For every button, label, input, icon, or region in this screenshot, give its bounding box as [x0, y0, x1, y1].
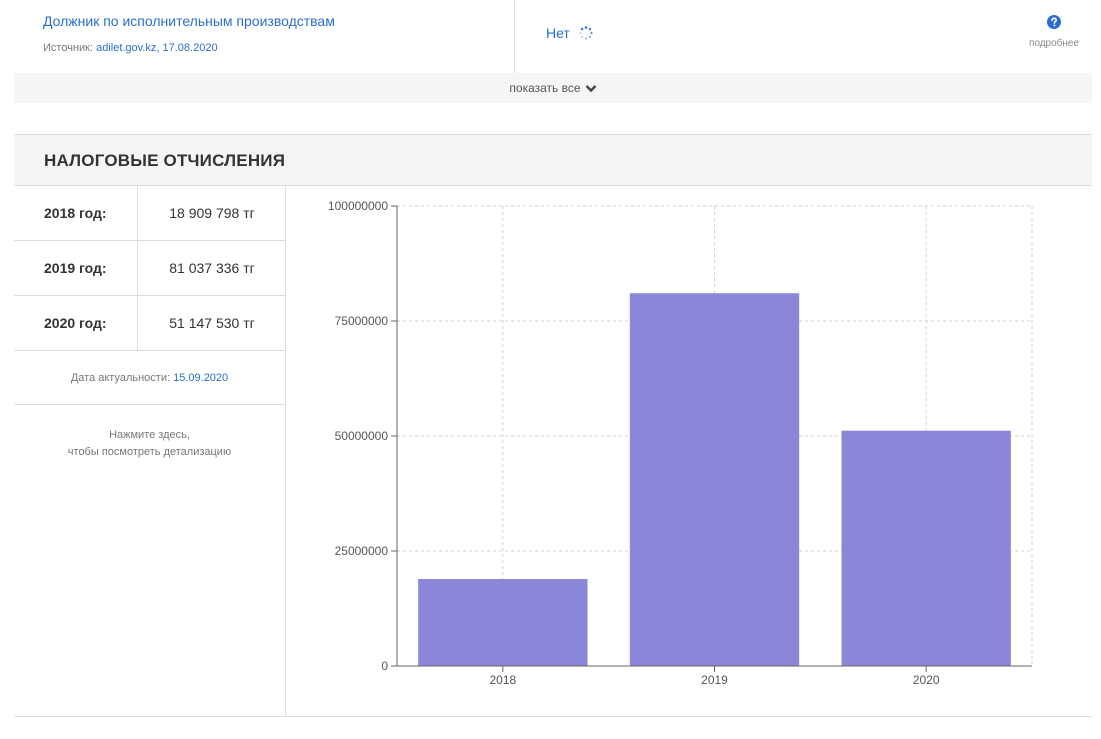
detail-link[interactable]: Нажмите здесь, чтобы посмотреть детализа… [14, 405, 285, 461]
more-button[interactable]: подробнее [1026, 15, 1082, 49]
tax-amount: 51 147 530 тг [169, 315, 255, 331]
bar-2019 [629, 293, 800, 666]
tax-year: 2020 год: [14, 296, 138, 350]
y-tick-label: 0 [381, 659, 388, 673]
tax-year: 2018 год: [14, 186, 138, 240]
tax-amount: 18 909 798 тг [169, 205, 255, 221]
tax-row: 2018 год: 18 909 798 тг [14, 186, 285, 241]
bar-2018 [418, 579, 588, 666]
source-link[interactable]: adilet.gov.kz, 17.08.2020 [96, 42, 218, 54]
detail-line-2: чтобы посмотреть детализацию [67, 446, 232, 458]
actuality-date: Дата актуальности: 15.09.2020 [14, 351, 285, 405]
tax-year: 2019 год: [14, 241, 138, 295]
x-tick-label: 2018 [489, 673, 516, 687]
detail-line-1: Нажмите здесь, [109, 429, 190, 441]
tax-section-body: 2018 год: 18 909 798 тг 2019 год: 81 037… [14, 186, 1092, 717]
chevron-down-icon [585, 85, 596, 93]
bar-2020 [841, 430, 1011, 666]
question-circle-icon [1047, 15, 1061, 29]
y-tick-label: 25000000 [335, 544, 389, 558]
debtor-status: Нет [546, 25, 593, 41]
tax-bar-chart: 0 25000000 50000000 75000000 100000000 2018 20… [328, 199, 1033, 687]
actuality-label: Дата актуальности: [70, 372, 171, 384]
show-all-button[interactable]: показать все [14, 73, 1092, 103]
tax-row: 2020 год: 51 147 530 тг [14, 296, 285, 351]
more-label: подробнее [1028, 38, 1080, 49]
tax-section-title: НАЛОГОВЫЕ ОТЧИСЛЕНИЯ [44, 151, 286, 170]
x-tick-label: 2020 [913, 673, 940, 687]
tax-amount: 81 037 336 тг [169, 260, 255, 276]
debtor-row: Должник по исполнительным производствам … [14, 0, 1092, 73]
debtor-info: Должник по исполнительным производствам … [14, 0, 515, 73]
tax-table: 2018 год: 18 909 798 тг 2019 год: 81 037… [14, 186, 286, 716]
y-tick-label: 50000000 [335, 429, 389, 443]
actuality-date-value: 15.09.2020 [173, 372, 229, 384]
loading-spinner-icon [579, 26, 593, 40]
source-line: Источник: adilet.gov.kz, 17.08.2020 [43, 42, 218, 54]
y-tick-label: 100000000 [328, 199, 388, 213]
status-value: Нет [546, 25, 570, 41]
y-tick-label: 75000000 [335, 314, 389, 328]
show-all-label: показать все [509, 81, 581, 95]
debtor-title-link[interactable]: Должник по исполнительным производствам [43, 13, 335, 29]
tax-section-header: НАЛОГОВЫЕ ОТЧИСЛЕНИЯ [14, 134, 1092, 186]
x-tick-label: 2019 [701, 673, 728, 687]
tax-chart: 0 25000000 50000000 75000000 100000000 2018 20… [287, 186, 1092, 716]
source-prefix: Источник: [43, 42, 94, 54]
tax-row: 2019 год: 81 037 336 тг [14, 241, 285, 296]
